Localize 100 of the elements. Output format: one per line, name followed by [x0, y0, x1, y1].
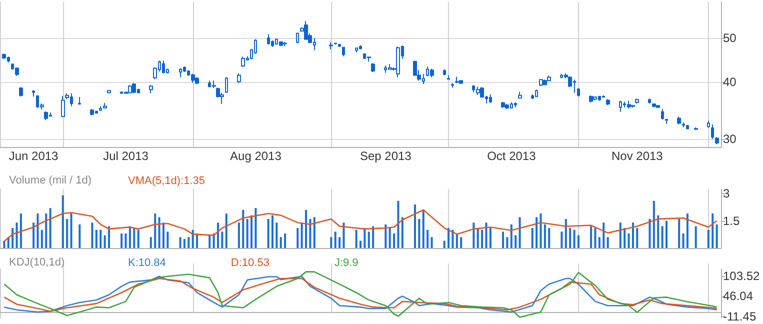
candlestick — [707, 120, 710, 128]
bar — [280, 237, 282, 248]
candlestick — [501, 101, 505, 108]
x-tick-label: Oct 2013 — [487, 149, 536, 163]
bar — [716, 224, 718, 248]
bar — [95, 230, 98, 248]
x-tick-label: Jul 2013 — [103, 149, 149, 163]
candlestick — [656, 104, 660, 108]
bar — [368, 232, 370, 248]
bar — [456, 233, 458, 248]
bar — [12, 228, 14, 248]
bar — [133, 228, 136, 248]
candlestick — [304, 20, 308, 40]
bar — [485, 222, 488, 248]
bar — [338, 237, 341, 248]
bar — [91, 222, 94, 248]
bar — [267, 218, 270, 248]
bar — [443, 240, 446, 248]
bar — [225, 214, 228, 248]
candlestick — [329, 42, 333, 50]
bar — [296, 228, 299, 248]
bar — [460, 237, 462, 248]
bar — [452, 230, 454, 248]
bar — [372, 226, 374, 248]
candlestick — [476, 86, 480, 96]
bar — [594, 228, 596, 248]
bar — [158, 217, 160, 248]
bar — [330, 237, 332, 248]
bar — [154, 214, 156, 248]
candlestick — [715, 136, 719, 145]
candlestick — [212, 80, 216, 89]
bar — [342, 222, 345, 248]
y-tick-label: 3 — [723, 186, 730, 201]
bar — [426, 230, 429, 248]
x-tick-label: Sep 2013 — [360, 149, 412, 163]
x-tick-label: Aug 2013 — [230, 149, 282, 163]
bar — [590, 226, 592, 248]
bar — [707, 230, 710, 248]
candlestick — [128, 84, 132, 94]
bar — [221, 232, 224, 248]
y-tick-label: 46.04 — [723, 289, 754, 304]
y-tick-label: -11.45 — [723, 309, 756, 324]
candlestick — [593, 96, 597, 101]
candlestick — [606, 98, 610, 106]
candlestick — [518, 91, 522, 100]
candlestick — [451, 82, 454, 88]
y-tick-label: 30 — [723, 132, 737, 146]
bar — [208, 235, 211, 248]
bar — [418, 218, 420, 248]
series-label: D:10.53 — [230, 257, 270, 269]
text: VMA(5,1d):1.35 — [128, 175, 206, 187]
candlestick — [241, 56, 245, 68]
y-tick-label: 1.5 — [723, 214, 740, 228]
candlestick — [279, 40, 283, 47]
candlestick — [334, 42, 337, 45]
bar — [150, 237, 152, 248]
bar — [276, 222, 278, 248]
candlestick — [342, 46, 345, 57]
bar — [472, 222, 475, 248]
candlestick — [694, 126, 698, 130]
series-label: K:10.84 — [128, 257, 166, 269]
candlestick — [338, 44, 341, 48]
candlestick — [61, 95, 65, 118]
bar — [624, 228, 626, 248]
candlestick — [619, 100, 622, 112]
bar — [216, 222, 219, 248]
bar — [598, 237, 600, 248]
bar — [540, 214, 542, 248]
candlestick — [539, 78, 543, 87]
bar — [45, 214, 48, 248]
candlestick — [635, 98, 639, 104]
candlestick — [665, 118, 668, 124]
bar — [514, 235, 517, 248]
bar — [300, 222, 303, 248]
bar — [694, 226, 697, 248]
bar — [388, 228, 391, 248]
candlestick — [388, 64, 392, 70]
bar — [246, 218, 248, 248]
candlestick — [149, 84, 153, 94]
bar — [242, 210, 244, 248]
bar — [104, 235, 106, 248]
bar — [661, 226, 664, 248]
bar — [536, 217, 538, 248]
candlestick — [15, 66, 19, 76]
candlestick — [191, 73, 195, 84]
candlestick — [447, 74, 450, 80]
candlestick — [489, 94, 492, 104]
candlestick — [296, 32, 299, 44]
bar — [137, 230, 140, 248]
chart-title: Volume (mil / 1d) — [9, 174, 92, 186]
candlestick — [514, 102, 517, 108]
candlestick — [396, 46, 400, 78]
bar — [360, 240, 362, 248]
candlestick — [547, 75, 551, 82]
candlestick — [19, 86, 23, 97]
bar — [489, 228, 492, 248]
candlestick — [162, 60, 165, 74]
candlestick — [371, 62, 375, 72]
bar — [183, 238, 186, 248]
candlestick — [359, 44, 362, 50]
